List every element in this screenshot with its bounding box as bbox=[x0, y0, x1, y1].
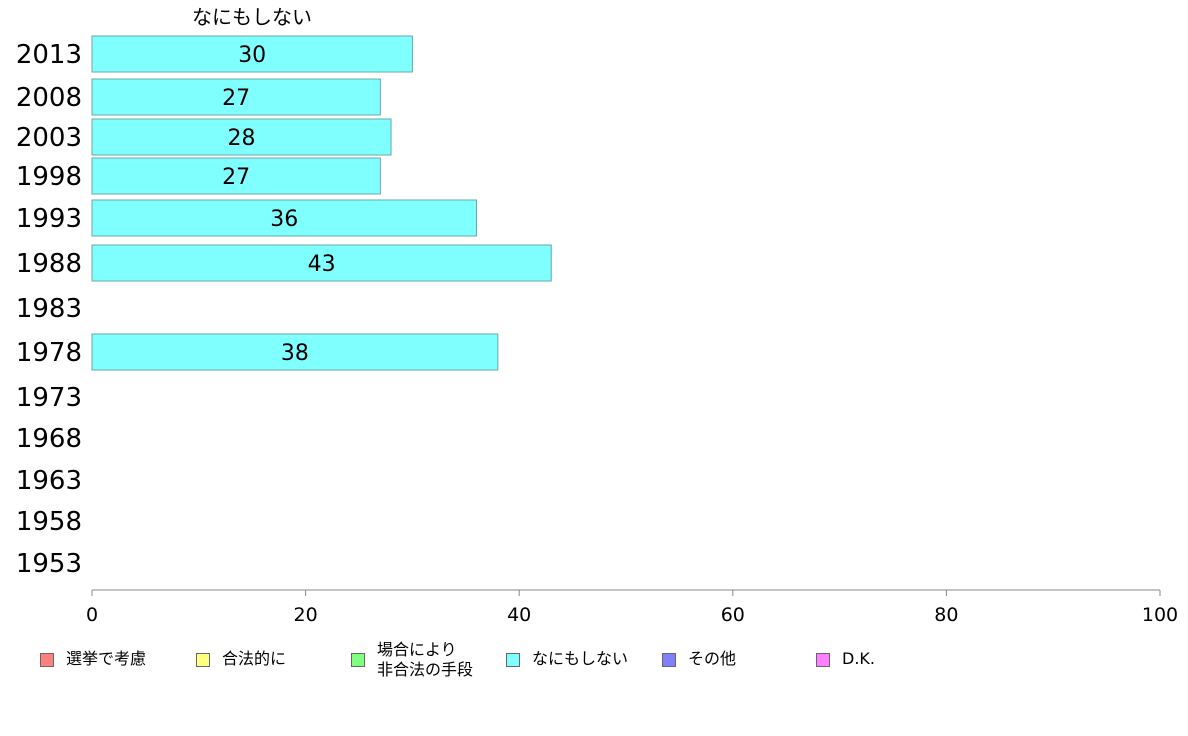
data-label: 27 bbox=[222, 165, 250, 190]
legend-swatch bbox=[351, 653, 365, 667]
legend-swatch bbox=[40, 653, 54, 667]
data-label: 28 bbox=[228, 126, 256, 151]
bar bbox=[91, 35, 413, 73]
legend-item-higouhou: 場合により 非合法の手段 bbox=[351, 640, 473, 680]
x-axis: 0 20 40 60 80 100 bbox=[86, 589, 1178, 626]
x-tick-label: 40 bbox=[507, 604, 531, 626]
legend-label: 場合により 非合法の手段 bbox=[377, 640, 474, 679]
x-tick-label: 0 bbox=[86, 604, 98, 626]
x-tick-label: 20 bbox=[294, 604, 318, 626]
data-label: 30 bbox=[238, 43, 266, 68]
data-label: 36 bbox=[270, 207, 298, 232]
y-tick-label: 2013 bbox=[16, 40, 82, 70]
legend-item-nanimo: なにもしない bbox=[506, 640, 628, 669]
y-tick-label: 1988 bbox=[16, 249, 82, 279]
y-tick-label: 1953 bbox=[16, 549, 82, 579]
legend-swatch bbox=[662, 653, 676, 667]
data-label: 38 bbox=[281, 341, 309, 366]
data-label: 27 bbox=[222, 86, 250, 111]
legend-swatch bbox=[196, 653, 210, 667]
y-tick-label: 1993 bbox=[16, 204, 82, 234]
bar bbox=[91, 157, 381, 195]
legend-item-dk: D.K. bbox=[816, 640, 875, 669]
legend-item-gouhou: 合法的に bbox=[196, 640, 286, 669]
legend-swatch bbox=[506, 653, 520, 667]
bar bbox=[91, 244, 552, 282]
bar bbox=[91, 78, 381, 116]
y-tick-label: 1978 bbox=[16, 338, 82, 368]
legend-label: なにもしない bbox=[532, 649, 629, 668]
legend-swatch bbox=[816, 653, 830, 667]
legend-label: その他 bbox=[688, 649, 737, 668]
data-label: 43 bbox=[308, 252, 336, 277]
y-tick-label: 1958 bbox=[16, 507, 82, 537]
y-tick-label: 1973 bbox=[16, 383, 82, 413]
y-tick-label: 1983 bbox=[16, 294, 82, 324]
chart-title: なにもしない bbox=[192, 5, 312, 29]
legend: 選挙で考慮 合法的に 場合により 非合法の手段 なにもしない その他 D.K. bbox=[0, 640, 1188, 700]
y-tick-label: 1968 bbox=[16, 424, 82, 454]
legend-label: 選挙で考慮 bbox=[66, 649, 147, 668]
legend-label: 合法的に bbox=[222, 649, 287, 668]
y-tick-label: 1998 bbox=[16, 162, 82, 192]
y-tick-label: 1963 bbox=[16, 466, 82, 496]
x-tick-label: 100 bbox=[1142, 604, 1178, 626]
x-tick-label: 80 bbox=[934, 604, 958, 626]
bars-group: 30 27 28 27 36 43 38 bbox=[91, 35, 552, 371]
bar bbox=[91, 199, 477, 237]
y-tick-label: 2008 bbox=[16, 83, 82, 113]
y-tick-label: 2003 bbox=[16, 123, 82, 153]
y-axis-labels: 2013 2008 2003 1998 1993 1988 1983 1978 1973 1968… bbox=[16, 40, 82, 579]
bar bbox=[91, 333, 499, 371]
legend-item-senkyo: 選挙で考慮 bbox=[40, 640, 146, 669]
x-tick-label: 60 bbox=[721, 604, 745, 626]
bar bbox=[91, 118, 392, 156]
legend-item-sonota: その他 bbox=[662, 640, 736, 669]
legend-label: D.K. bbox=[842, 649, 875, 668]
